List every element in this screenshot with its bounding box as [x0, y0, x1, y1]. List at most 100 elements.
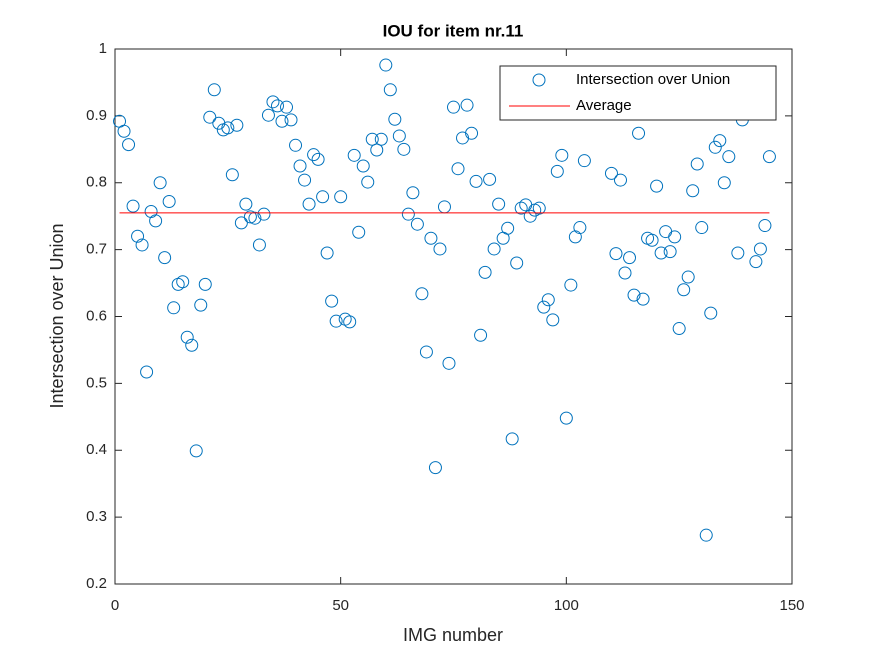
data-point [447, 100, 460, 114]
data-point [668, 230, 682, 244]
data-point [302, 197, 316, 211]
data-point [474, 328, 488, 342]
data-point [537, 300, 551, 314]
data-point [234, 216, 248, 230]
legend-box [499, 65, 777, 121]
x-tick-label: 0 [111, 597, 119, 614]
data-point [577, 154, 591, 168]
data-point [717, 176, 731, 190]
data-point [645, 233, 659, 247]
data-point [541, 293, 555, 307]
data-point [695, 221, 709, 235]
data-point [207, 83, 221, 97]
data-point [392, 129, 406, 143]
y-tick-label: 0.6 [86, 307, 107, 324]
data-point [613, 173, 627, 187]
data-point [559, 411, 573, 425]
data-point [415, 287, 429, 301]
data-point [167, 301, 181, 315]
data-point [131, 229, 145, 243]
data-point [140, 365, 154, 379]
data-point [573, 221, 587, 235]
data-point [316, 190, 330, 204]
x-tick-label: 50 [332, 597, 349, 614]
data-point [762, 150, 776, 164]
data-point [383, 83, 397, 97]
data-point [478, 265, 492, 279]
y-tick-label: 0.2 [86, 575, 107, 592]
data-point [311, 152, 325, 166]
data-point [225, 168, 239, 182]
data-point [708, 140, 722, 154]
legend-label: Intersection over Union [576, 71, 730, 88]
data-point [261, 108, 275, 122]
data-point [749, 255, 763, 269]
legend-marker [532, 73, 546, 87]
data-point [158, 251, 172, 265]
data-point [686, 184, 700, 198]
data-point [505, 432, 519, 446]
data-point [424, 231, 438, 245]
x-tick-label: 150 [779, 597, 804, 614]
y-tick-label: 0.7 [86, 241, 107, 258]
data-point [397, 142, 411, 156]
data-point [623, 251, 637, 265]
data-point [266, 95, 280, 109]
data-point [185, 338, 199, 352]
data-point [672, 322, 686, 336]
data-point [149, 214, 163, 228]
data-point [650, 179, 664, 193]
data-point [713, 134, 727, 148]
x-tick-label: 100 [554, 597, 579, 614]
data-point [690, 157, 704, 171]
data-point [433, 242, 447, 256]
data-point [153, 176, 167, 190]
data-point [428, 461, 442, 475]
y-tick-label: 0.4 [86, 441, 107, 458]
data-point [460, 98, 474, 112]
data-point [307, 148, 321, 162]
y-tick-label: 0.9 [86, 107, 107, 124]
data-point [451, 162, 465, 176]
data-point [189, 444, 203, 458]
data-point [252, 238, 266, 252]
y-axis-label: Intersection over Union [47, 223, 67, 408]
data-point [532, 201, 546, 215]
data-point [469, 174, 483, 188]
data-point [410, 217, 424, 231]
data-point [347, 148, 361, 162]
data-point [483, 172, 497, 186]
data-point [325, 294, 339, 308]
data-point [406, 186, 420, 200]
data-point [758, 219, 772, 233]
data-point [230, 118, 244, 132]
data-point [564, 278, 578, 292]
data-point [352, 225, 366, 239]
data-point [343, 315, 357, 329]
data-point [731, 246, 745, 260]
data-point [320, 246, 334, 260]
data-point [135, 238, 149, 252]
data-point [379, 58, 393, 72]
data-point [514, 201, 528, 215]
data-point [289, 138, 303, 152]
data-point [329, 314, 343, 328]
y-tick-label: 0.8 [86, 174, 107, 191]
data-point [194, 298, 208, 312]
data-point [510, 256, 524, 270]
data-point [370, 143, 384, 157]
data-point [365, 132, 379, 146]
data-point [681, 270, 695, 284]
data-point [632, 126, 646, 140]
data-point [636, 292, 650, 306]
x-axis-label: IMG number [403, 625, 503, 645]
data-point [284, 113, 298, 127]
data-point [117, 124, 131, 138]
data-point [401, 207, 415, 221]
data-point [654, 246, 668, 260]
data-point [550, 164, 564, 178]
data-point [492, 197, 506, 211]
data-point [270, 99, 284, 113]
data-point [546, 313, 560, 327]
